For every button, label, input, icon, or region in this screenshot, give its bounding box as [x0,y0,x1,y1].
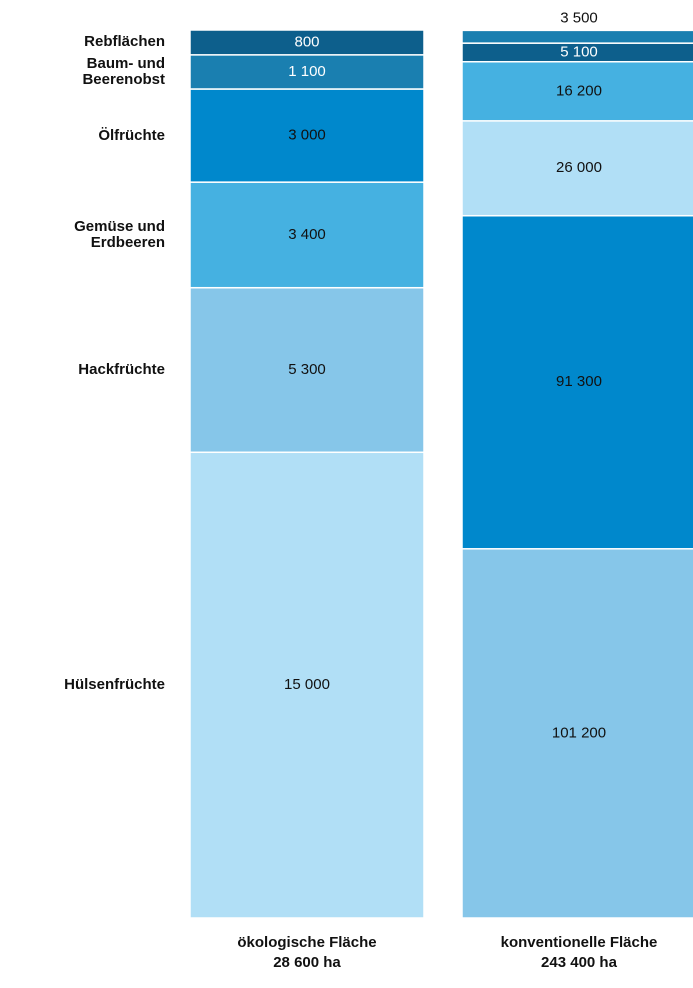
column-total: 243 400 ha [541,954,617,971]
bar-segment [461,214,693,550]
bar-segment [461,548,693,919]
value-label: 101 200 [552,724,606,741]
value-label: 1 100 [288,63,326,80]
bar-segment [189,29,425,56]
value-label: 3 000 [288,127,326,144]
series-label: Ölfrüchte [98,126,165,144]
bar-segment [189,54,425,90]
series-label: Baum- und Beerenobst [82,54,165,88]
bar-segment [189,286,425,454]
bar-segment [461,120,693,217]
bar-segment [461,60,693,122]
value-label: 15 000 [284,676,330,693]
series-label: Gemüse und Erdbeeren [74,217,165,251]
bar-segment [461,29,693,44]
value-label: 5 300 [288,361,326,378]
bar-segment [189,451,425,919]
series-label: Rebflächen [84,33,165,51]
value-label: 3 400 [288,226,326,243]
value-label: 5 100 [560,43,598,60]
value-label: 16 200 [556,82,602,99]
value-label: 3 500 [560,9,598,26]
column-label: konventionelle Fläche [500,934,658,951]
value-label: 91 300 [556,373,602,390]
value-label: 26 000 [556,159,602,176]
bar-segment [189,88,425,183]
series-label: Hackfrüchte [78,360,165,378]
value-label: 800 [294,33,319,50]
series-label: Hülsenfrüchte [64,676,165,694]
column-label: ökologische Fläche [237,934,377,951]
column-total: 28 600 ha [273,954,341,971]
